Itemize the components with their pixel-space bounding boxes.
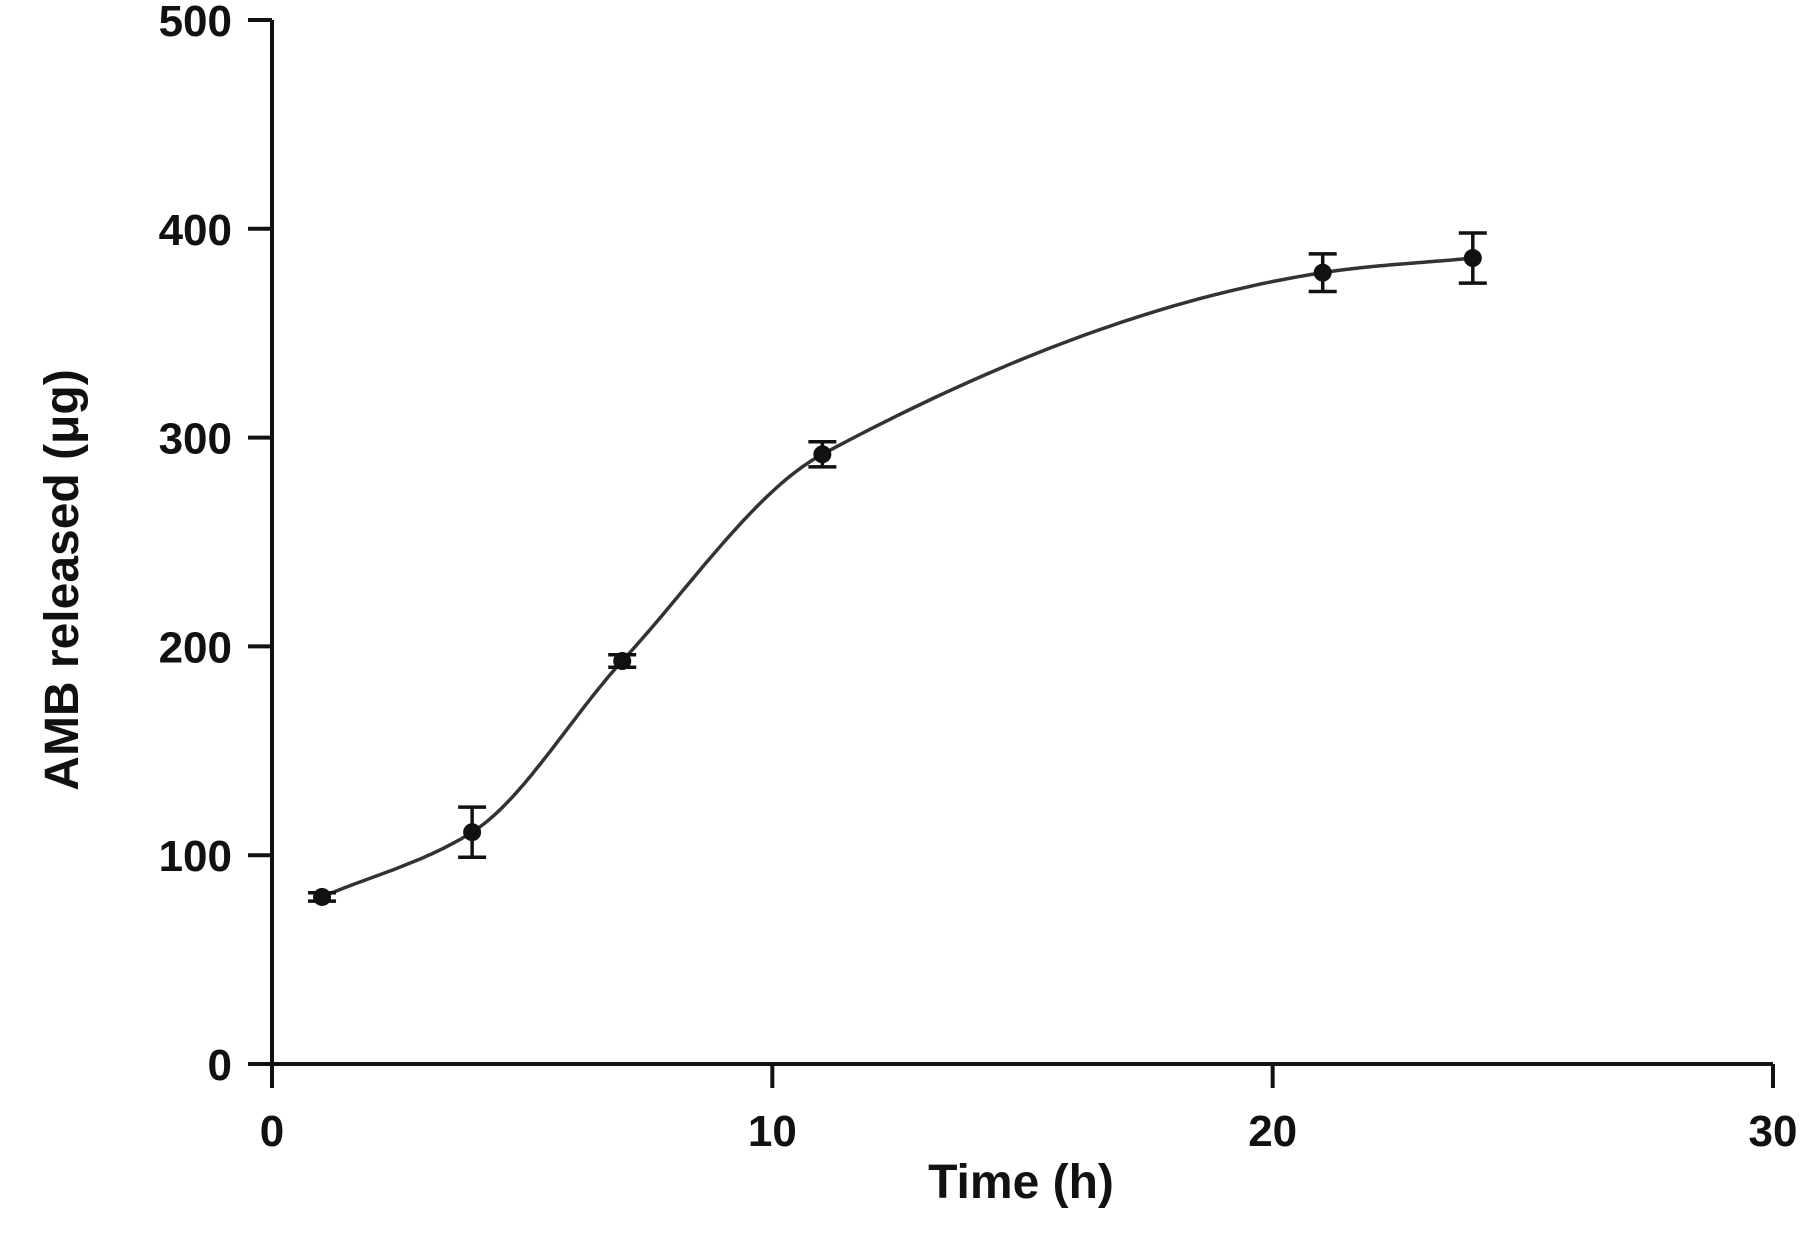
- fitted-curve: [321, 256, 1473, 899]
- x-tick-label-0: 0: [260, 1107, 284, 1156]
- axes: [270, 20, 1773, 1066]
- y-tick-label-0: 0: [208, 1041, 232, 1090]
- y-tick-label-100: 100: [159, 832, 232, 881]
- data-point-group: [1308, 252, 1337, 294]
- x-tick-label-30: 30: [1749, 1107, 1798, 1156]
- data-point: [613, 652, 632, 671]
- tick-marks: 0 100 200 300 400 500 0 10 20 30: [159, 0, 1798, 1156]
- y-tick-label-200: 200: [159, 623, 232, 672]
- data-point: [1313, 263, 1332, 282]
- data-point: [463, 823, 482, 842]
- data-points: [308, 231, 1487, 906]
- data-point-group: [808, 440, 837, 469]
- x-tick-label-10: 10: [748, 1107, 797, 1156]
- data-point: [1463, 249, 1482, 268]
- data-point-group: [458, 805, 487, 860]
- data-point-group: [1458, 231, 1487, 285]
- y-tick-label-500: 500: [159, 0, 232, 46]
- data-point-group: [608, 652, 637, 671]
- data-point: [313, 887, 332, 906]
- data-point: [813, 445, 832, 464]
- y-tick-label-300: 300: [159, 415, 232, 464]
- y-axis-title: AMB released (μg): [36, 369, 89, 790]
- x-axis-title: Time (h): [928, 1156, 1114, 1209]
- y-tick-label-400: 400: [159, 206, 232, 255]
- x-tick-label-20: 20: [1248, 1107, 1297, 1156]
- data-point-group: [308, 887, 337, 906]
